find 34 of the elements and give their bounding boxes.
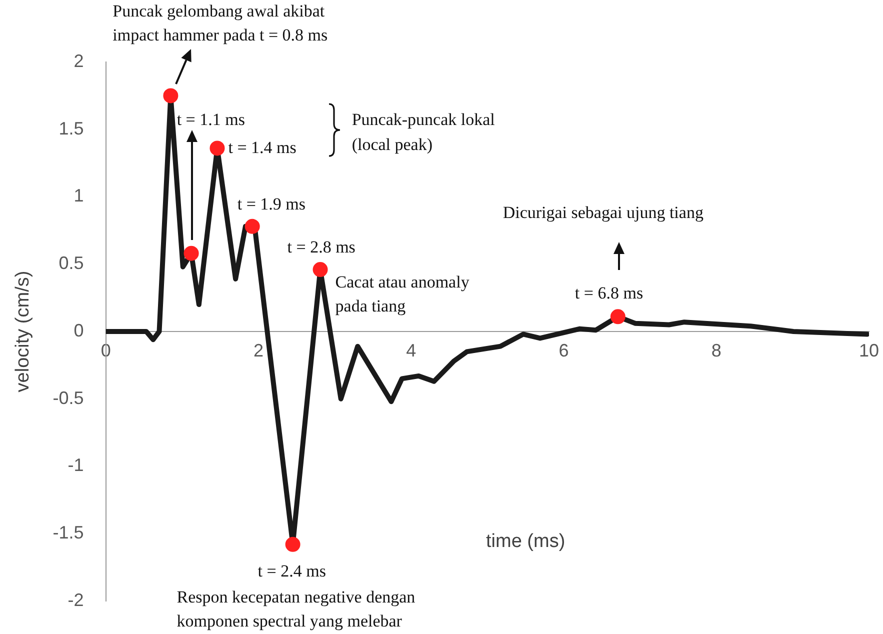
x-tick-label: 6: [558, 340, 569, 360]
annotation: Respon kecepatan negative dengan komponen spectral yang melebar: [176, 587, 416, 630]
point: [312, 262, 328, 278]
point: [285, 536, 300, 552]
annotation: Dicurigai sebagai ujung tiang: [502, 203, 704, 222]
annotation: t = 6.8 ms: [574, 284, 644, 303]
y-tick-label: 0: [74, 320, 84, 340]
annotation: Puncak-puncak lokal (local peak): [352, 110, 496, 154]
y-tick-label: -1: [68, 455, 84, 476]
point: [244, 218, 260, 234]
annotation: Puncak gelombang awal akibat impact hammer pada t = 0.8 ms: [112, 2, 328, 45]
annotation: t = 1.9 ms: [237, 194, 306, 214]
y-tick-label: 2: [74, 50, 84, 71]
y-tick-label: 1.5: [58, 118, 84, 138]
annotation: t = 1.1 ms: [176, 110, 245, 129]
y-tick-label: 0.5: [58, 253, 84, 274]
x-axis-title: time (ms): [486, 531, 566, 552]
y-tick-label: -0.5: [52, 388, 84, 408]
y-tick-label: -2: [68, 590, 84, 610]
x-tick-label: 10: [858, 340, 880, 360]
x-tick-label: 4: [406, 340, 416, 360]
annotation: Cacat atau anomaly pada tiang: [335, 272, 470, 316]
point: [163, 88, 178, 104]
point: [610, 309, 626, 324]
point: [210, 140, 225, 156]
point: [184, 246, 199, 261]
x-tick-label: 8: [711, 340, 722, 360]
annotation: t = 1.4 ms: [228, 138, 296, 158]
annotation: t = 2.8 ms: [287, 238, 356, 257]
annotation: t = 2.4 ms: [258, 561, 326, 580]
y-axis-title: velocity (cm/s): [12, 270, 34, 392]
y-tick-label: -1.5: [52, 522, 84, 543]
x-tick-label: 2: [253, 340, 264, 360]
y-tick-label: 1: [74, 186, 84, 206]
